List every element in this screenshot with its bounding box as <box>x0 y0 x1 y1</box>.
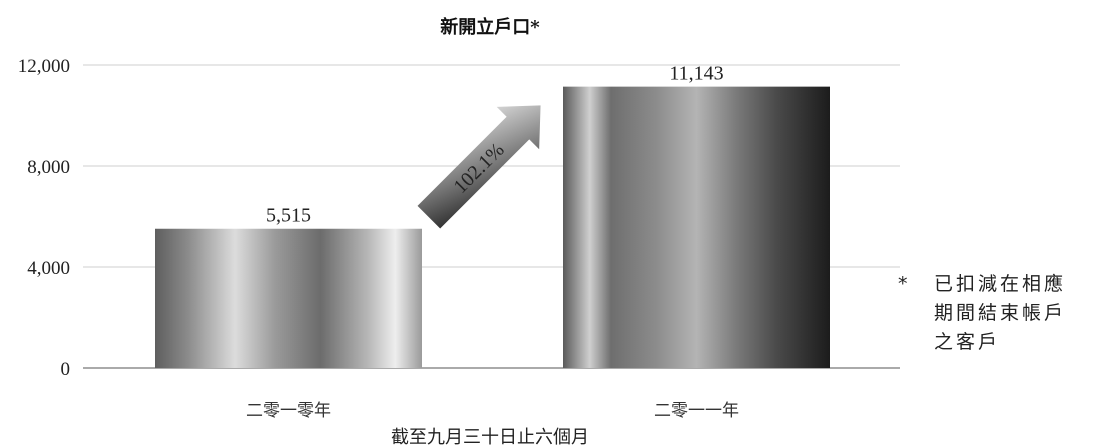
y-tick-label: 8,000 <box>27 157 70 178</box>
y-tick-label: 0 <box>61 359 71 380</box>
y-tick-label: 4,000 <box>27 258 70 279</box>
y-axis-ticks: 0 4,000 8,000 12,000 <box>18 56 70 380</box>
growth-arrow-shape <box>417 105 541 229</box>
bar-value-label: 5,515 <box>266 205 311 227</box>
footnote-line-3: 之客戶 <box>934 331 1001 353</box>
y-tick-label: 12,000 <box>18 56 70 77</box>
x-axis-label: 截至九月三十日止六個月 <box>391 427 589 448</box>
bar-value-label: 11,143 <box>669 63 723 85</box>
bar-2 <box>563 86 830 368</box>
bars <box>155 86 830 368</box>
bar-1 <box>155 228 422 368</box>
footnote-text: 已扣減在相應 期間結束帳戶 之客戶 <box>934 270 1066 357</box>
x-category-label: 二零一零年 <box>246 401 331 421</box>
value-labels: 5,515 11,143 <box>266 63 724 227</box>
category-labels: 二零一零年 二零一一年 <box>246 401 739 421</box>
footnote-line-1: 已扣減在相應 <box>934 273 1067 295</box>
footnote-line-2: 期間結束帳戶 <box>934 302 1067 324</box>
footnote-marker: * <box>898 273 911 295</box>
x-category-label: 二零一一年 <box>654 401 739 421</box>
chart-title: 新開立戶口* <box>440 16 540 38</box>
growth-arrow: 102.1% <box>417 105 541 229</box>
